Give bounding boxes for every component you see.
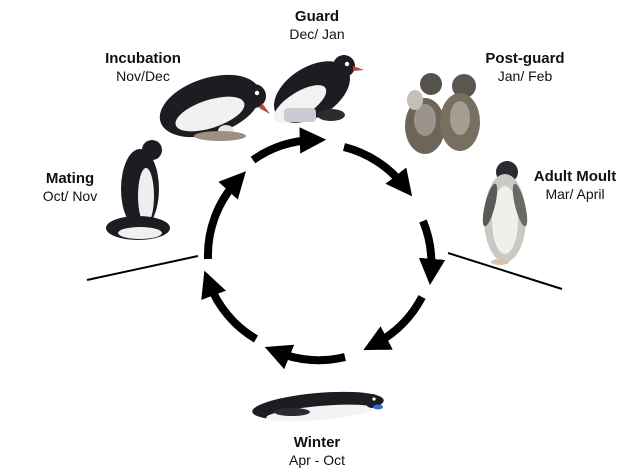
stage-title: Guard bbox=[294, 8, 340, 25]
cycle-arrow bbox=[201, 270, 259, 343]
penguin-adult-moult-illustration bbox=[482, 161, 528, 265]
cycle-arrows bbox=[201, 127, 446, 370]
stage-months: Oct/ Nov bbox=[42, 188, 98, 204]
cycle-arrow bbox=[363, 295, 426, 351]
stage-title: Adult Moult bbox=[533, 168, 617, 185]
season-divider-right bbox=[447, 252, 563, 290]
penguin-winter-illustration bbox=[252, 391, 384, 422]
cycle-arrow bbox=[418, 219, 446, 286]
stage-title: Mating bbox=[45, 170, 95, 187]
stage-incubation-label: Incubation Nov/Dec bbox=[95, 50, 191, 85]
penguin-incubation-illustration bbox=[159, 74, 270, 141]
cycle-arrow bbox=[264, 344, 346, 370]
stage-guard-label: Guard Dec/ Jan bbox=[269, 8, 365, 43]
stage-winter-label: Winter Apr - Oct bbox=[267, 434, 367, 469]
stage-months: Mar/ April bbox=[545, 186, 605, 202]
stage-title: Incubation bbox=[105, 50, 181, 67]
stage-post-guard-label: Post-guard Jan/ Feb bbox=[470, 50, 580, 85]
stage-adult-moult-label: Adult Moult Mar/ April bbox=[525, 168, 625, 203]
season-divider-left bbox=[86, 255, 199, 281]
penguin-post-guard-illustration bbox=[405, 73, 480, 154]
stage-mating-label: Mating Oct/ Nov bbox=[30, 170, 110, 205]
cycle-arrow bbox=[342, 143, 413, 197]
cycle-arrow bbox=[203, 171, 246, 260]
stage-months: Dec/ Jan bbox=[289, 26, 345, 42]
stage-months: Jan/ Feb bbox=[497, 68, 553, 84]
penguin-mating-illustration bbox=[106, 140, 170, 240]
stage-months: Nov/Dec bbox=[116, 68, 170, 84]
stage-title: Post-guard bbox=[485, 50, 565, 67]
cycle-arrow bbox=[250, 127, 327, 164]
stage-title: Winter bbox=[293, 434, 341, 451]
stage-months: Apr - Oct bbox=[288, 452, 345, 468]
penguin-guard-illustration bbox=[273, 55, 364, 123]
